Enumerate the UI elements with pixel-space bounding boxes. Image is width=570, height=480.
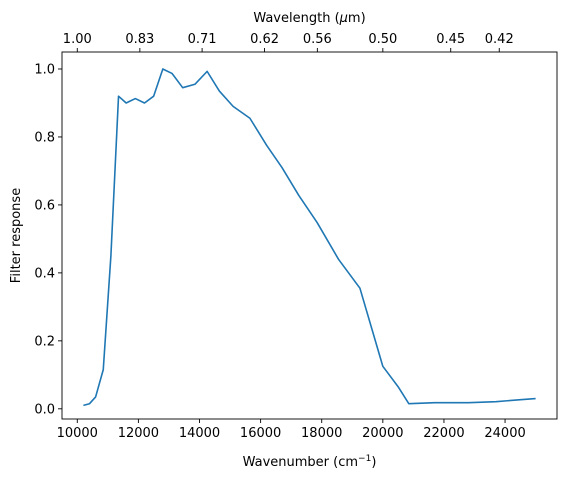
top-axis-label: Wavelength (μm) [253,11,365,26]
top-tick-label: 1.00 [63,32,92,47]
x-tick-label: 10000 [57,426,98,441]
x-axis-label: Wavenumber (cm−1) [243,454,377,470]
y-axis-label: Filter response [9,188,24,283]
x-tick-label: 18000 [301,426,342,441]
axes: 10000 12000 14000 16000 18000 20000 22000 24000… [34,32,558,441]
top-tick-label: 0.62 [250,32,279,47]
y-tick-label: 1.0 [34,62,55,77]
top-axis-label-suffix: m) [348,11,366,26]
filter-response-line [83,68,536,407]
x-tick-label: 14000 [179,426,220,441]
x-axis-label-sup: −1 [358,454,371,464]
top-tick-label: 0.83 [125,32,154,47]
x-axis-label-main: Wavenumber (cm [243,455,358,470]
x-tick-label: 20000 [362,426,403,441]
top-tick-label: 0.42 [485,32,514,47]
top-axis-label-main: Wavelength ( [253,11,339,26]
x-tick-label: 22000 [423,426,464,441]
x-tick-label: 24000 [484,426,525,441]
top-tick-label: 0.50 [368,32,397,47]
top-tick-label: 0.45 [436,32,465,47]
y-tick-label: 0.6 [34,198,55,213]
plot-area [83,68,536,407]
y-tick-label: 0.4 [34,266,55,281]
top-tick-label: 0.56 [303,32,332,47]
y-tick-label: 0.0 [34,402,55,417]
y-tick-label: 0.8 [34,130,55,145]
x-tick-label: 16000 [240,426,281,441]
top-tick-label: 0.71 [188,32,217,47]
top-axis-label-mu: μ [339,11,348,26]
y-tick-label: 0.2 [34,334,55,349]
plot-frame [61,51,558,420]
x-tick-label: 12000 [118,426,159,441]
x-axis-label-suffix: ) [371,455,376,470]
